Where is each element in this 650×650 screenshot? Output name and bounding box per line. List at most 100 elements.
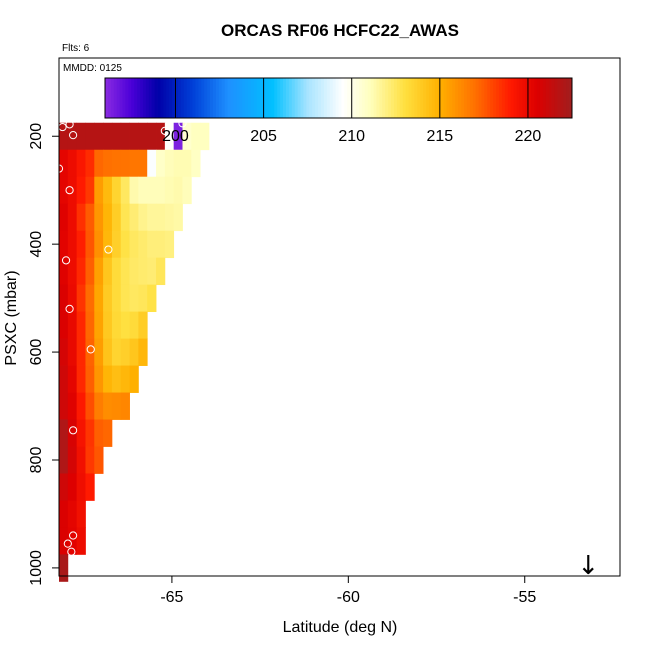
flight-point <box>69 426 78 435</box>
heatmap-cell <box>103 365 113 393</box>
heatmap-cell <box>76 122 86 151</box>
colorbar-swatch <box>134 78 138 118</box>
colorbar-swatch <box>306 78 310 118</box>
colorbar-swatch <box>341 78 345 118</box>
colorbar-swatch <box>408 78 412 118</box>
colorbar-swatch <box>551 78 555 118</box>
flight-point <box>86 345 95 354</box>
heatmap-cell <box>103 203 113 232</box>
colorbar-swatch <box>554 78 558 118</box>
colorbar-swatch <box>434 78 439 118</box>
flight-point <box>65 186 74 195</box>
heatmap-cell <box>67 500 78 528</box>
colorbar-swatch <box>411 78 415 118</box>
colorbar-swatch <box>405 78 409 118</box>
colorbar-swatch <box>385 78 389 118</box>
colorbar-swatch <box>446 78 450 118</box>
heatmap-cell <box>59 149 69 178</box>
colorbar-swatch <box>557 78 561 118</box>
heatmap-cells <box>59 122 210 582</box>
heatmap-cell <box>85 122 95 151</box>
colorbar-swatch <box>388 78 392 118</box>
heatmap-cell <box>94 446 104 474</box>
colorbar-swatch <box>379 78 383 118</box>
heatmap-cell <box>147 230 157 259</box>
colorbar-tick-label: 215 <box>426 128 453 145</box>
colorbar-swatch <box>519 78 523 118</box>
y-tick-label: 200 <box>28 123 45 150</box>
colorbar-swatch <box>496 78 500 118</box>
heatmap-cell <box>164 176 175 205</box>
colorbar-swatch <box>525 78 529 118</box>
heatmap-cell <box>120 230 130 259</box>
colorbar-swatch <box>464 78 468 118</box>
colorbar-swatch <box>490 78 494 118</box>
heatmap-cell <box>85 365 95 393</box>
colorbar-swatch <box>116 78 120 118</box>
heatmap-cell <box>85 284 95 313</box>
heatmap-cell <box>85 176 95 205</box>
heatmap-cell <box>94 392 104 420</box>
heatmap-cell <box>103 176 113 205</box>
colorbar-swatch <box>393 78 398 118</box>
heatmap-cell <box>191 149 201 178</box>
colorbar-swatch <box>192 78 196 118</box>
heatmap-cell <box>67 473 78 501</box>
colorbar-swatch <box>428 78 433 118</box>
heatmap-cell <box>67 419 78 447</box>
colorbar-swatch <box>458 78 462 118</box>
colorbar-swatch <box>242 78 246 118</box>
colorbar-swatch <box>469 78 474 118</box>
flight-point <box>63 539 72 548</box>
heatmap-cell <box>120 365 130 393</box>
heatmap-cell <box>85 203 95 232</box>
heatmap-cell <box>120 311 130 339</box>
heatmap-cell <box>94 149 104 178</box>
flight-point <box>65 120 74 129</box>
heatmap-cell <box>129 338 139 366</box>
y-tick-label: 600 <box>28 339 45 366</box>
colorbar-swatch <box>186 78 191 118</box>
heatmap-cell <box>111 203 122 232</box>
heatmap-cell <box>120 149 130 178</box>
heatmap-cell <box>67 527 78 555</box>
heatmap-cell <box>147 149 157 178</box>
colorbar-frame <box>104 77 573 119</box>
heatmap-cell <box>120 257 130 286</box>
heatmap-cell <box>120 284 130 313</box>
heatmap-cell <box>85 257 95 286</box>
x-tick-label: -60 <box>337 589 360 606</box>
colorbar-swatch <box>195 78 199 118</box>
heatmap-cell <box>120 176 130 205</box>
heatmap-cell <box>76 257 86 286</box>
colorbar-swatch <box>215 78 220 118</box>
colorbar-swatch <box>119 78 123 118</box>
colorbar-swatch <box>230 78 234 118</box>
heatmap-cell <box>94 257 104 286</box>
colorbar-swatch <box>376 78 380 118</box>
colorbar-swatch <box>169 78 173 118</box>
heatmap-cell <box>76 203 86 232</box>
heatmap-cell <box>94 419 104 447</box>
heatmap-cell <box>103 122 113 151</box>
flight-point <box>67 547 76 556</box>
colorbar-swatch <box>148 78 153 118</box>
heatmap-cell <box>156 122 166 151</box>
colorbar-swatch <box>189 78 193 118</box>
colorbar-swatch <box>154 78 158 118</box>
heatmap-cell <box>103 257 113 286</box>
colorbar-swatch <box>484 78 488 118</box>
colorbar-swatch <box>396 78 401 118</box>
colorbar-swatch <box>358 78 363 118</box>
y-tick-label: 400 <box>28 231 45 258</box>
heatmap-cell <box>85 230 95 259</box>
heatmap-cell <box>76 500 86 528</box>
colorbar: 200 205 210 215 220 <box>104 77 573 145</box>
colorbar-swatch <box>335 78 339 118</box>
heatmap-cell <box>76 311 86 339</box>
heatmap-cell <box>129 176 139 205</box>
heatmap-cell <box>156 203 166 232</box>
heatmap-cell <box>156 176 166 205</box>
colorbar-swatch <box>338 78 342 118</box>
heatmap-cell <box>129 122 139 151</box>
